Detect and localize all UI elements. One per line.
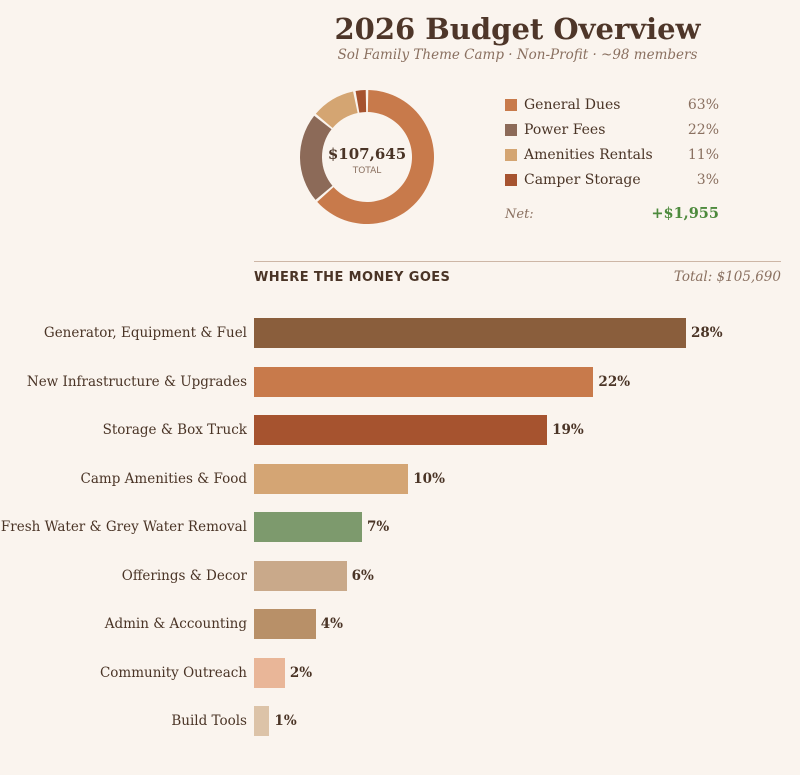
legend-swatch <box>505 148 517 161</box>
bar-storage-box-truck <box>254 415 548 445</box>
bar-new-infrastructure-upgrades <box>254 366 594 397</box>
bar-build-tools <box>254 706 270 736</box>
bar-category-label: Offerings & Decor <box>121 567 247 584</box>
legend-label: Amenities Rentals <box>524 146 653 163</box>
bar-offerings-decor <box>254 560 347 591</box>
legend-label: Camper Storage <box>524 171 641 188</box>
bar-value-label: 2% <box>289 664 313 681</box>
legend-swatch <box>505 123 517 136</box>
legend-item: Camper Storage 3% <box>505 167 719 192</box>
legend-swatch <box>505 98 517 111</box>
donut-total-value: $107,645 <box>328 145 406 163</box>
donut-slice-general-dues <box>317 90 434 224</box>
income-donut-chart: $107,645 TOTAL <box>300 90 434 224</box>
bar-generator-equipment-fuel <box>254 318 686 348</box>
legend-percent: 22% <box>687 121 719 138</box>
legend-item: General Dues 63% <box>505 92 719 117</box>
bar-category-label: Camp Amenities & Food <box>80 470 247 487</box>
bar-value-label: 19% <box>552 422 584 438</box>
bar-value-label: 6% <box>351 567 374 584</box>
bar-category-label: Admin & Accounting <box>104 616 247 632</box>
bar-category-label: Community Outreach <box>99 664 247 681</box>
bar-fresh-water-grey-water-removal <box>254 512 362 542</box>
bar-value-label: 7% <box>367 519 390 535</box>
income-legend: General Dues 63% Power Fees 22% Amenities Re… <box>505 92 719 192</box>
legend-item: Power Fees 22% <box>505 117 719 142</box>
bar-category-label: New Infrastructure & Upgrades <box>26 373 247 390</box>
legend-swatch <box>505 173 517 186</box>
bar-value-label: 28% <box>691 325 723 341</box>
net-label: Net: <box>505 207 534 222</box>
bar-category-label: Build Tools <box>171 713 247 729</box>
legend-item: Amenities Rentals 11% <box>505 142 719 167</box>
bar-category-label: Storage & Box Truck <box>102 422 247 438</box>
page-title: 2026 Budget Overview <box>334 12 701 46</box>
net-value: +$1,955 <box>651 205 719 222</box>
legend-label: Power Fees <box>524 121 606 138</box>
bar-value-label: 1% <box>274 713 297 729</box>
bar-admin-accounting <box>254 609 316 639</box>
donut-slice-amenities-rentals <box>315 91 358 128</box>
bar-value-label: 10% <box>413 470 445 487</box>
legend-percent: 11% <box>687 146 719 163</box>
expenses-section-title: WHERE THE MONEY GOES <box>254 270 451 285</box>
legend-percent: 63% <box>687 96 719 113</box>
bar-value-label: 22% <box>598 373 631 390</box>
expenses-total: Total: $105,690 <box>673 269 781 285</box>
page-subtitle: Sol Family Theme Camp · Non-Profit · ~98… <box>337 47 698 63</box>
bar-value-label: 4% <box>320 616 343 632</box>
section-divider <box>254 261 781 262</box>
donut-slice-power-fees <box>300 115 333 200</box>
donut-total-caption: TOTAL <box>352 166 382 176</box>
bar-category-label: Fresh Water & Grey Water Removal <box>0 519 247 535</box>
net-row: Net: +$1,955 <box>505 205 719 222</box>
donut-slice-camper-storage <box>355 90 367 113</box>
bar-camp-amenities-food <box>254 463 409 494</box>
legend-label: General Dues <box>524 96 621 113</box>
bar-category-label: Generator, Equipment & Fuel <box>43 325 247 341</box>
bar-community-outreach <box>254 657 285 688</box>
legend-percent: 3% <box>696 171 719 188</box>
